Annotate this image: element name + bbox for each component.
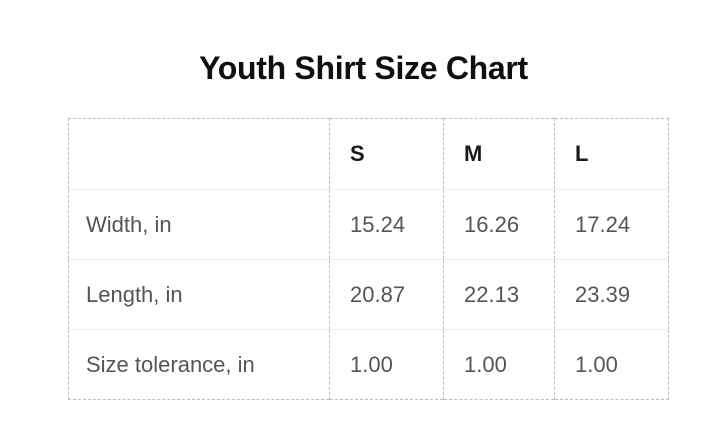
- width-l-value: 17.24: [554, 189, 669, 260]
- tolerance-m-value: 1.00: [443, 329, 555, 400]
- width-m-value: 16.26: [443, 189, 555, 260]
- tolerance-s-value: 1.00: [329, 329, 444, 400]
- header-size-m: M: [443, 118, 555, 190]
- row-label-width: Width, in: [68, 189, 330, 260]
- length-l-value: 23.39: [554, 259, 669, 330]
- header-empty-cell: [69, 119, 330, 190]
- header-row: S M L: [69, 118, 669, 190]
- page-title: Youth Shirt Size Chart: [199, 50, 528, 86]
- header-size-l: L: [554, 118, 669, 190]
- table-row-size-tolerance: Size tolerance, in 1.00 1.00 1.00: [68, 329, 669, 400]
- table-row-width: Width, in 15.24 16.26 17.24: [68, 189, 669, 260]
- table-row-length: Length, in 20.87 22.13 23.39: [68, 259, 669, 330]
- row-label-length: Length, in: [68, 259, 330, 330]
- tolerance-l-value: 1.00: [554, 329, 669, 400]
- header-size-s: S: [329, 118, 444, 190]
- row-label-size-tolerance: Size tolerance, in: [68, 329, 330, 400]
- length-m-value: 22.13: [443, 259, 555, 330]
- width-s-value: 15.24: [329, 189, 444, 260]
- length-s-value: 20.87: [329, 259, 444, 330]
- size-chart-table: S M L Width, in 15.24 16.26 17.24 Length…: [68, 118, 669, 400]
